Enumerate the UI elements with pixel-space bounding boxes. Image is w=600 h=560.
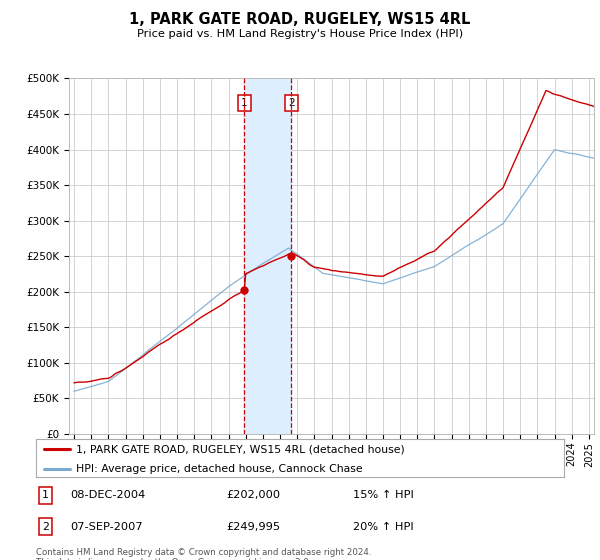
Text: Price paid vs. HM Land Registry's House Price Index (HPI): Price paid vs. HM Land Registry's House … <box>137 29 463 39</box>
Text: 15% ↑ HPI: 15% ↑ HPI <box>353 491 413 500</box>
Text: 1, PARK GATE ROAD, RUGELEY, WS15 4RL: 1, PARK GATE ROAD, RUGELEY, WS15 4RL <box>130 12 470 27</box>
Text: HPI: Average price, detached house, Cannock Chase: HPI: Average price, detached house, Cann… <box>76 464 362 474</box>
Text: £249,995: £249,995 <box>226 522 280 532</box>
Text: 2: 2 <box>42 522 49 532</box>
Text: 20% ↑ HPI: 20% ↑ HPI <box>353 522 413 532</box>
Bar <box>244 78 292 434</box>
Text: £202,000: £202,000 <box>226 491 280 500</box>
Text: 1: 1 <box>42 491 49 500</box>
Text: 1: 1 <box>241 99 248 108</box>
Text: Contains HM Land Registry data © Crown copyright and database right 2024.
This d: Contains HM Land Registry data © Crown c… <box>36 548 371 560</box>
Text: 07-SEP-2007: 07-SEP-2007 <box>70 522 143 532</box>
Text: 2: 2 <box>288 99 295 108</box>
Text: 08-DEC-2004: 08-DEC-2004 <box>70 491 146 500</box>
Text: 1, PARK GATE ROAD, RUGELEY, WS15 4RL (detached house): 1, PARK GATE ROAD, RUGELEY, WS15 4RL (de… <box>76 444 404 454</box>
